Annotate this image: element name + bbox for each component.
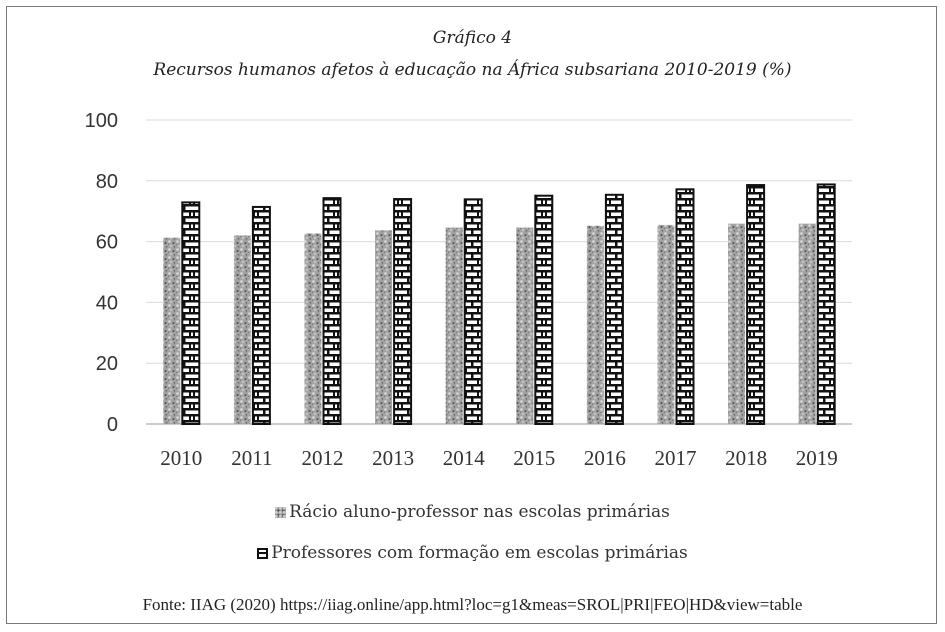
y-tick-label: 0 (107, 414, 118, 436)
bar-racio-2012 (304, 233, 322, 424)
bar-racio-2011 (233, 235, 251, 424)
bar-racio-2015 (516, 227, 534, 424)
bar-racio-2017 (657, 224, 675, 424)
x-tick-label: 2012 (302, 446, 344, 470)
source-note: Fonte: IIAG (2020) https://iiag.online/a… (142, 595, 803, 614)
bar-professores-2012 (322, 197, 342, 425)
x-tick-label: 2015 (513, 446, 555, 470)
x-tick-label: 2014 (443, 446, 486, 470)
y-tick-label: 40 (96, 292, 118, 314)
y-tick-label: 20 (96, 353, 118, 375)
x-tick-label: 2013 (372, 446, 414, 470)
bar-racio-2018 (728, 223, 746, 424)
bar-professores-2018 (746, 184, 766, 425)
x-tick-label: 2011 (231, 446, 272, 470)
legend-entry-series-1: Rácio aluno-professor nas escolas primár… (0, 502, 945, 522)
bar-professores-2014 (463, 198, 483, 425)
y-tick-label: 80 (96, 171, 118, 193)
y-tick-label: 100 (85, 110, 118, 132)
bar-racio-2019 (798, 223, 816, 424)
x-tick-label: 2018 (725, 446, 767, 470)
bar-professores-2019 (816, 183, 836, 425)
x-tick-label: 2017 (655, 446, 697, 470)
legend-entry-series-2: Professores com formação em escolas prim… (0, 543, 945, 563)
x-tick-label: 2016 (584, 446, 626, 470)
legend-swatch-stone (275, 507, 287, 518)
legend-label-series-2: Professores com formação em escolas prim… (271, 543, 688, 563)
bar-racio-2016 (586, 225, 604, 424)
bar-professores-2011 (251, 205, 271, 425)
chart-subtitle: Recursos humanos afetos à educação na Áf… (153, 60, 792, 80)
chart-title: Gráfico 4 (432, 28, 513, 48)
bar-professores-2013 (393, 198, 413, 425)
x-tick-label: 2019 (796, 446, 838, 470)
bar-professores-2016 (604, 193, 624, 425)
bar-professores-2017 (675, 188, 695, 425)
legend-label-series-1: Rácio aluno-professor nas escolas primár… (289, 502, 670, 522)
x-tick-label: 2010 (160, 446, 202, 470)
bar-racio-2014 (445, 227, 463, 424)
y-tick-label: 60 (96, 232, 118, 254)
bar-racio-2013 (375, 230, 393, 424)
legend-swatch-brick (257, 548, 269, 559)
bar-professores-2010 (181, 201, 201, 425)
bar-professores-2015 (534, 194, 554, 425)
bar-racio-2010 (163, 237, 181, 424)
